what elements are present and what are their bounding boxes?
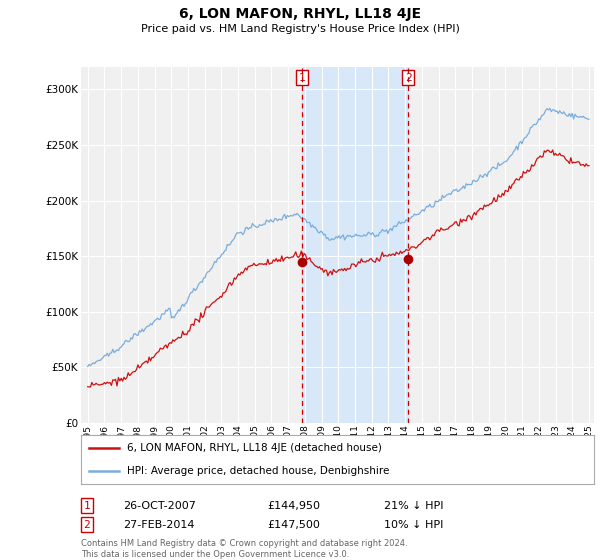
Text: Contains HM Land Registry data © Crown copyright and database right 2024.
This d: Contains HM Land Registry data © Crown c… [81,539,407,559]
Bar [302,67,408,423]
Text: 27-FEB-2014: 27-FEB-2014 [123,520,194,530]
Text: 10% ↓ HPI: 10% ↓ HPI [384,520,443,530]
Text: HPI: Average price, detached house, Denbighshire: HPI: Average price, detached house, Denb… [127,466,389,476]
Text: 6, LON MAFON, RHYL, LL18 4JE (detached house): 6, LON MAFON, RHYL, LL18 4JE (detached h… [127,444,382,454]
Text: 2: 2 [404,73,412,82]
Text: 6, LON MAFON, RHYL, LL18 4JE: 6, LON MAFON, RHYL, LL18 4JE [179,7,421,21]
Text: £144,950: £144,950 [267,501,320,511]
Text: 26-OCT-2007: 26-OCT-2007 [123,501,196,511]
Text: 1: 1 [299,73,305,82]
Text: 1: 1 [83,501,91,511]
Text: £147,500: £147,500 [267,520,320,530]
Text: Price paid vs. HM Land Registry's House Price Index (HPI): Price paid vs. HM Land Registry's House … [140,24,460,34]
Text: 21% ↓ HPI: 21% ↓ HPI [384,501,443,511]
Text: 2: 2 [83,520,91,530]
